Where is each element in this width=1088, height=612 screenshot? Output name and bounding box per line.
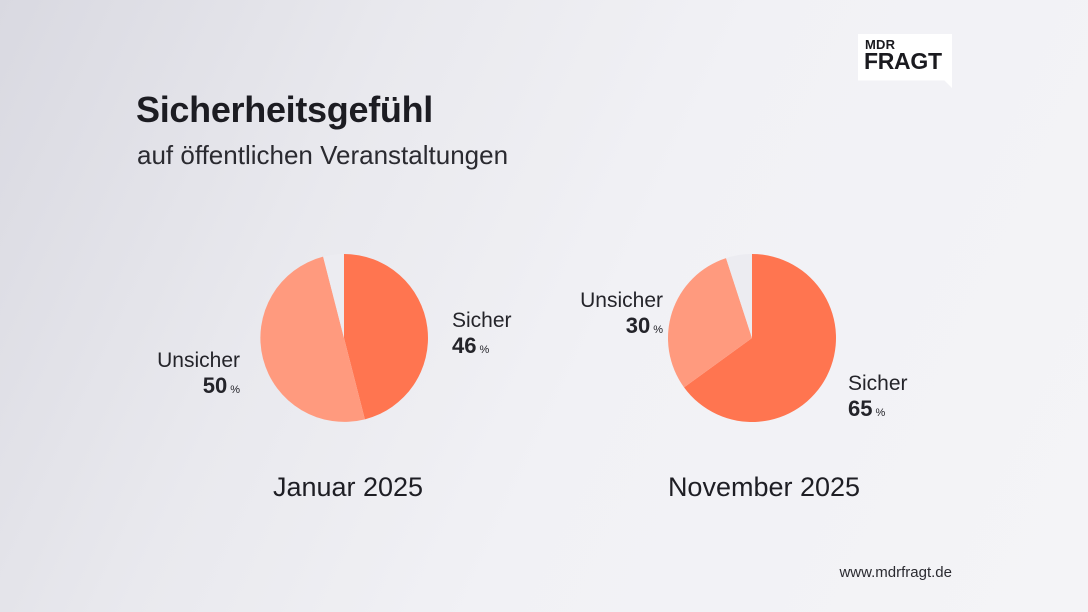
pie1-slice-rest bbox=[323, 254, 344, 338]
pie1-sicher-name: Sicher bbox=[452, 309, 512, 332]
pie2-period-label: November 2025 bbox=[667, 472, 861, 502]
pie2-unsicher-unit: % bbox=[653, 324, 663, 336]
pie1-label-sicher: Sicher 46% bbox=[452, 310, 512, 357]
pie2-label-sicher: Sicher 65% bbox=[848, 373, 908, 420]
pie1-sicher-unit: % bbox=[479, 344, 490, 356]
pie2-slice-sicher bbox=[684, 254, 837, 422]
pie2-unsicher-name: Unsicher bbox=[580, 289, 663, 312]
pie1-slice-unsicher bbox=[260, 256, 365, 422]
pie1-sicher-value: 46 bbox=[452, 333, 477, 358]
chart-subtitle: auf öffentlichen Veranstaltungen bbox=[137, 140, 509, 170]
pie2-sicher-name: Sicher bbox=[848, 372, 908, 395]
pie1-period-label: Januar 2025 bbox=[272, 472, 424, 502]
logo-text-mdr: MDR bbox=[865, 37, 896, 52]
chart-title: Sicherheitsgefühl bbox=[136, 89, 433, 130]
pie2-sicher-unit: % bbox=[875, 407, 886, 419]
pie1-unsicher-unit: % bbox=[230, 384, 240, 396]
pie2-slice-rest bbox=[726, 253, 752, 338]
logo-text-fragt: FRAGT bbox=[864, 48, 942, 74]
pie1-unsicher-value: 50 bbox=[202, 373, 228, 398]
pie1-slice-sicher bbox=[344, 254, 428, 420]
mdr-fragt-logo: MDR FRAGT bbox=[858, 34, 952, 88]
pie1-label-unsicher: Unsicher 50% bbox=[157, 350, 240, 397]
pie2-label-unsicher: Unsicher 30% bbox=[580, 290, 663, 337]
pie2-sicher-value: 65 bbox=[848, 396, 873, 421]
pie1-unsicher-name: Unsicher bbox=[157, 349, 240, 372]
footer-url: www.mdrfragt.de bbox=[839, 564, 952, 581]
pie2-slice-unsicher bbox=[667, 258, 752, 388]
pie2-unsicher-value: 30 bbox=[625, 313, 651, 338]
